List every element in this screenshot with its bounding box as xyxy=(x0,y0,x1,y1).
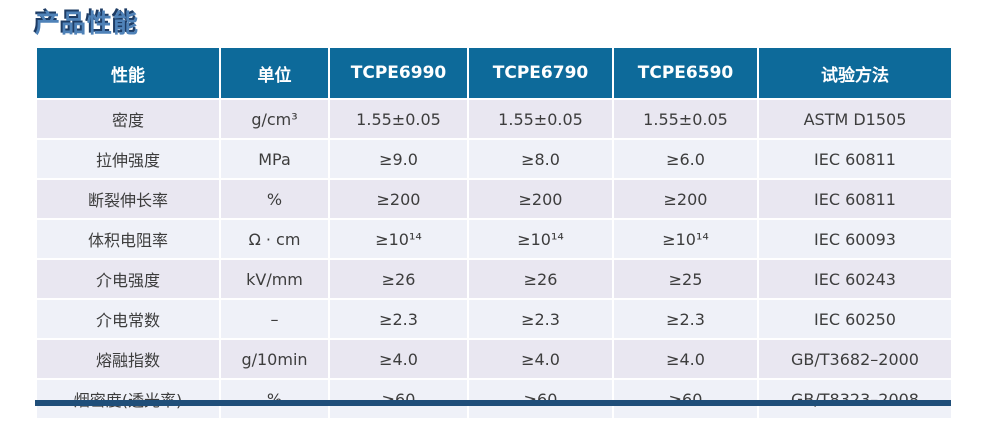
page-title: 产品性能 xyxy=(35,9,140,38)
cell-unit: g/10min xyxy=(219,338,330,380)
table-row: 介电常数 – ≥2.3 ≥2.3 ≥2.3 IEC 60250 xyxy=(35,298,953,340)
cell-tcpe6790: 1.55±0.05 xyxy=(467,98,614,140)
table-body: 密度 g/cm³ 1.55±0.05 1.55±0.05 1.55±0.05 A… xyxy=(35,98,953,420)
cell-tcpe6590: 1.55±0.05 xyxy=(612,98,759,140)
table-row: 体积电阻率 Ω · cm ≥10¹⁴ ≥10¹⁴ ≥10¹⁴ IEC 60093 xyxy=(35,218,953,260)
column-header-tcpe6990: TCPE6990 xyxy=(328,46,469,100)
cell-unit: Ω · cm xyxy=(219,218,330,260)
product-performance-table: 性能 单位 TCPE6990 TCPE6790 TCPE6590 试验方法 密度… xyxy=(35,46,953,420)
cell-unit: % xyxy=(219,178,330,220)
cell-unit: – xyxy=(219,298,330,340)
cell-tcpe6990: 1.55±0.05 xyxy=(328,98,469,140)
cell-method: IEC 60243 xyxy=(757,258,953,300)
column-header-unit: 单位 xyxy=(219,46,330,100)
cell-tcpe6990: ≥26 xyxy=(328,258,469,300)
cell-tcpe6590: ≥10¹⁴ xyxy=(612,218,759,260)
table-row: 密度 g/cm³ 1.55±0.05 1.55±0.05 1.55±0.05 A… xyxy=(35,98,953,140)
table-row: 断裂伸长率 % ≥200 ≥200 ≥200 IEC 60811 xyxy=(35,178,953,220)
cell-property: 熔融指数 xyxy=(35,338,221,380)
cell-tcpe6790: ≥60 xyxy=(467,378,614,420)
cell-property: 介电常数 xyxy=(35,298,221,340)
cell-tcpe6790: ≥8.0 xyxy=(467,138,614,180)
cell-method: IEC 60250 xyxy=(757,298,953,340)
cell-unit: MPa xyxy=(219,138,330,180)
cell-tcpe6790: ≥4.0 xyxy=(467,338,614,380)
column-header-property: 性能 xyxy=(35,46,221,100)
cell-method: IEC 60811 xyxy=(757,138,953,180)
cell-method: GB/T8323–2008 xyxy=(757,378,953,420)
cell-tcpe6990: ≥10¹⁴ xyxy=(328,218,469,260)
cell-property: 密度 xyxy=(35,98,221,140)
cell-method: IEC 60093 xyxy=(757,218,953,260)
cell-tcpe6990: ≥60 xyxy=(328,378,469,420)
cell-property: 断裂伸长率 xyxy=(35,178,221,220)
cell-tcpe6590: ≥2.3 xyxy=(612,298,759,340)
cell-tcpe6790: ≥2.3 xyxy=(467,298,614,340)
cell-tcpe6990: ≥2.3 xyxy=(328,298,469,340)
column-header-method: 试验方法 xyxy=(757,46,953,100)
cell-tcpe6990: ≥200 xyxy=(328,178,469,220)
header-row: 性能 单位 TCPE6990 TCPE6790 TCPE6590 试验方法 xyxy=(35,46,953,100)
table-row: 介电强度 kV/mm ≥26 ≥26 ≥25 IEC 60243 xyxy=(35,258,953,300)
cell-tcpe6990: ≥9.0 xyxy=(328,138,469,180)
table-header: 性能 单位 TCPE6990 TCPE6790 TCPE6590 试验方法 xyxy=(35,46,953,100)
table-row: 烟密度(透光率) % ≥60 ≥60 ≥60 GB/T8323–2008 xyxy=(35,378,953,420)
column-header-tcpe6790: TCPE6790 xyxy=(467,46,614,100)
cell-property: 拉伸强度 xyxy=(35,138,221,180)
cell-tcpe6590: ≥60 xyxy=(612,378,759,420)
cell-property: 介电强度 xyxy=(35,258,221,300)
cell-unit: kV/mm xyxy=(219,258,330,300)
column-header-tcpe6590: TCPE6590 xyxy=(612,46,759,100)
cell-tcpe6590: ≥6.0 xyxy=(612,138,759,180)
cell-unit: g/cm³ xyxy=(219,98,330,140)
cell-method: GB/T3682–2000 xyxy=(757,338,953,380)
table-row: 熔融指数 g/10min ≥4.0 ≥4.0 ≥4.0 GB/T3682–200… xyxy=(35,338,953,380)
cell-tcpe6590: ≥4.0 xyxy=(612,338,759,380)
cell-unit: % xyxy=(219,378,330,420)
cell-property: 烟密度(透光率) xyxy=(35,378,221,420)
cell-tcpe6990: ≥4.0 xyxy=(328,338,469,380)
table-row: 拉伸强度 MPa ≥9.0 ≥8.0 ≥6.0 IEC 60811 xyxy=(35,138,953,180)
cell-tcpe6790: ≥200 xyxy=(467,178,614,220)
cell-method: IEC 60811 xyxy=(757,178,953,220)
bottom-accent-bar xyxy=(35,400,951,406)
cell-tcpe6590: ≥25 xyxy=(612,258,759,300)
cell-property: 体积电阻率 xyxy=(35,218,221,260)
cell-tcpe6790: ≥10¹⁴ xyxy=(467,218,614,260)
cell-tcpe6590: ≥200 xyxy=(612,178,759,220)
cell-method: ASTM D1505 xyxy=(757,98,953,140)
cell-tcpe6790: ≥26 xyxy=(467,258,614,300)
